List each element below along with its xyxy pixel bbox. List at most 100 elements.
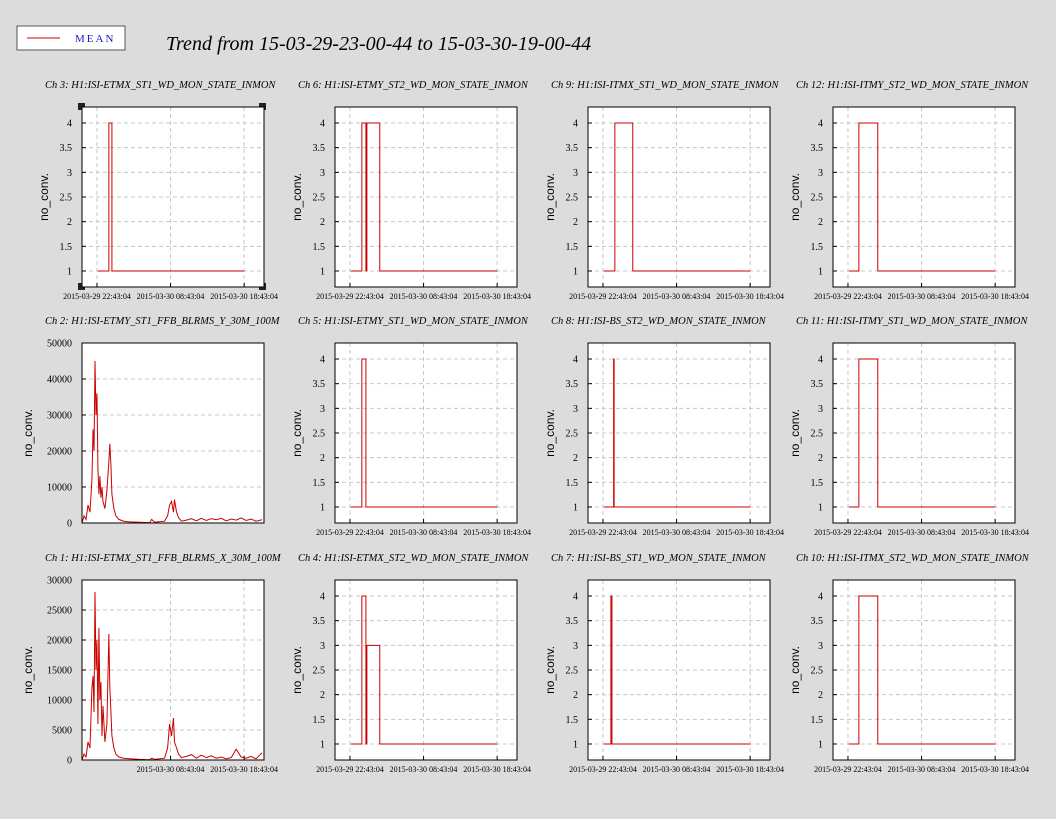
y-tick-label: 2.5 [60, 193, 73, 204]
chart-title: Ch 9: H1:ISI-ITMX_ST1_WD_MON_STATE_INMON [551, 80, 779, 91]
y-tick-label: 3 [67, 168, 72, 179]
x-tick-label: 2015-03-30 18:43:04 [463, 292, 531, 301]
x-tick-label: 2015-03-29 22:43:04 [814, 765, 882, 774]
x-tick-label: 2015-03-30 08:43:04 [390, 292, 458, 301]
y-tick-label: 3 [573, 404, 578, 415]
y-tick-label: 5000 [52, 726, 72, 737]
y-tick-label: 3.5 [811, 616, 824, 627]
y-tick-label: 2.5 [566, 429, 579, 440]
y-tick-label: 3 [320, 641, 325, 652]
plot-frame [81, 342, 265, 524]
y-tick-label: 2 [573, 217, 578, 228]
data-line [350, 122, 498, 272]
y-tick-label: 3 [573, 168, 578, 179]
data-line [603, 595, 751, 745]
plot-frame [334, 579, 518, 761]
chart-title: Ch 11: H1:ISI-ITMY_ST1_WD_MON_STATE_INMO… [796, 316, 1028, 327]
plot-frame [334, 342, 518, 524]
plot-frame [587, 579, 771, 761]
y-axis-label: no_conv. [290, 646, 304, 694]
y-tick-label: 1 [573, 502, 578, 513]
x-tick-label: 2015-03-30 18:43:04 [210, 765, 278, 774]
x-tick-label: 2015-03-30 18:43:04 [716, 528, 784, 537]
x-tick-label: 2015-03-30 18:43:04 [961, 765, 1029, 774]
plot-frame [832, 579, 1016, 761]
y-tick-label: 1 [320, 502, 325, 513]
x-tick-label: 2015-03-29 22:43:04 [316, 292, 384, 301]
x-tick-label: 2015-03-29 22:43:04 [63, 292, 131, 301]
y-tick-label: 1 [573, 739, 578, 750]
x-tick-label: 2015-03-30 08:43:04 [390, 528, 458, 537]
chart-panel: Ch 6: H1:ISI-ETMY_ST2_WD_MON_STATE_INMON… [290, 80, 531, 301]
x-tick-label: 2015-03-30 08:43:04 [390, 765, 458, 774]
y-tick-label: 1.5 [811, 478, 824, 489]
chart-title: Ch 8: H1:ISI-BS_ST2_WD_MON_STATE_INMON [551, 316, 767, 327]
y-tick-label: 1.5 [313, 715, 326, 726]
chart-panel: Ch 4: H1:ISI-ETMX_ST2_WD_MON_STATE_INMON… [290, 553, 531, 774]
x-tick-label: 2015-03-30 18:43:04 [961, 292, 1029, 301]
y-tick-label: 1.5 [60, 242, 73, 253]
y-tick-label: 3 [818, 641, 823, 652]
y-axis-label: no_conv. [543, 173, 557, 221]
y-tick-label: 3.5 [811, 143, 824, 154]
chart-panel: Ch 3: H1:ISI-ETMX_ST1_WD_MON_STATE_INMON… [37, 80, 278, 301]
data-line [848, 358, 996, 508]
x-tick-label: 2015-03-30 08:43:04 [888, 292, 956, 301]
y-tick-label: 2 [320, 217, 325, 228]
x-tick-label: 2015-03-30 08:43:04 [888, 765, 956, 774]
data-line [97, 122, 245, 272]
y-tick-label: 4 [67, 119, 72, 130]
chart-panel: Ch 2: H1:ISI-ETMY_ST1_FFB_BLRMS_Y_30M_10… [21, 316, 281, 530]
y-tick-label: 1.5 [566, 715, 579, 726]
y-tick-label: 2.5 [313, 429, 326, 440]
y-axis-label: no_conv. [37, 173, 51, 221]
y-tick-label: 4 [320, 355, 325, 366]
y-tick-label: 40000 [47, 375, 72, 386]
data-line [350, 358, 498, 508]
y-tick-label: 10000 [47, 483, 72, 494]
chart-title: Ch 4: H1:ISI-ETMX_ST2_WD_MON_STATE_INMON [298, 553, 529, 564]
y-axis-label: no_conv. [788, 173, 802, 221]
y-tick-label: 3.5 [313, 143, 326, 154]
x-tick-label: 2015-03-29 22:43:04 [814, 292, 882, 301]
y-tick-label: 0 [67, 519, 72, 530]
data-line [350, 595, 498, 745]
y-axis-label: no_conv. [543, 646, 557, 694]
y-tick-label: 4 [573, 592, 578, 603]
chart-title: Ch 7: H1:ISI-BS_ST1_WD_MON_STATE_INMON [551, 553, 767, 564]
chart-title: Ch 10: H1:ISI-ITMX_ST2_WD_MON_STATE_INMO… [796, 553, 1030, 564]
plot-frame [334, 106, 518, 288]
y-tick-label: 2.5 [313, 666, 326, 677]
y-tick-label: 3 [573, 641, 578, 652]
y-tick-label: 3 [320, 168, 325, 179]
x-tick-label: 2015-03-29 22:43:04 [316, 765, 384, 774]
x-tick-label: 2015-03-30 18:43:04 [210, 292, 278, 301]
y-tick-label: 1 [818, 739, 823, 750]
y-axis-label: no_conv. [290, 409, 304, 457]
y-tick-label: 1.5 [313, 478, 326, 489]
chart-title: Ch 6: H1:ISI-ETMY_ST2_WD_MON_STATE_INMON [298, 80, 529, 91]
y-tick-label: 3 [320, 404, 325, 415]
y-tick-label: 3.5 [566, 379, 579, 390]
y-tick-label: 1.5 [566, 478, 579, 489]
y-tick-label: 2.5 [566, 666, 579, 677]
y-tick-label: 2 [573, 690, 578, 701]
x-tick-label: 2015-03-30 18:43:04 [463, 528, 531, 537]
y-tick-label: 3.5 [566, 616, 579, 627]
plot-frame [587, 342, 771, 524]
plot-frame [832, 342, 1016, 524]
y-tick-label: 2 [320, 690, 325, 701]
legend: MEAN [16, 25, 126, 51]
y-tick-label: 3.5 [313, 616, 326, 627]
y-tick-label: 4 [573, 355, 578, 366]
y-tick-label: 1 [818, 502, 823, 513]
y-tick-label: 2.5 [811, 193, 824, 204]
y-tick-label: 2 [818, 217, 823, 228]
y-tick-label: 15000 [47, 666, 72, 677]
y-axis-label: no_conv. [788, 646, 802, 694]
y-tick-label: 2.5 [313, 193, 326, 204]
y-tick-label: 2 [818, 453, 823, 464]
y-tick-label: 3.5 [313, 379, 326, 390]
chart-panel: Ch 11: H1:ISI-ITMY_ST1_WD_MON_STATE_INMO… [788, 316, 1029, 537]
